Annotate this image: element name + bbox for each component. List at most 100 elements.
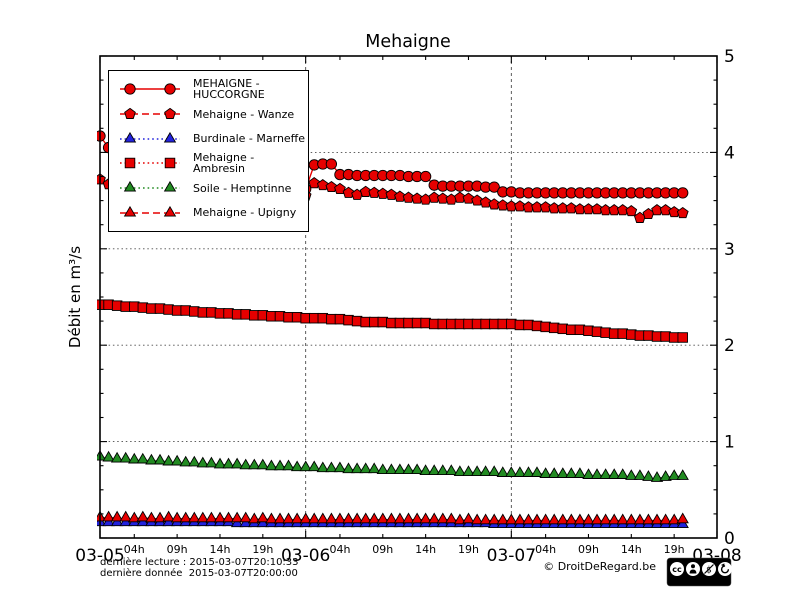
series-mehaigne-ambresin [97, 299, 688, 343]
triangle-marker [123, 180, 137, 192]
x-hour-tick-label: 19h [252, 543, 273, 556]
circle-marker [124, 83, 136, 95]
pentagon-marker [436, 192, 449, 204]
series-mehaigne-upigny [97, 510, 689, 525]
pentagon-marker [668, 206, 681, 218]
square-marker [124, 158, 136, 169]
triangle-marker [599, 513, 612, 525]
triangle-marker [273, 459, 287, 471]
triangle-marker [453, 465, 467, 477]
x-hour-tick-label: 19h [664, 543, 685, 556]
pentagon-marker [471, 194, 483, 206]
triangle-marker [650, 471, 664, 482]
triangle-marker [608, 468, 621, 479]
circle-marker [419, 170, 432, 183]
pentagon-marker [342, 186, 355, 198]
triangle-marker [325, 512, 338, 524]
triangle-marker [633, 469, 647, 480]
triangle-marker [659, 470, 672, 481]
triangle-marker [505, 513, 518, 525]
triangle-marker [350, 462, 364, 474]
triangle-marker [342, 512, 355, 524]
triangle-marker [290, 512, 304, 524]
pentagon-marker [334, 182, 346, 195]
square-marker [677, 332, 688, 343]
triangle-marker [205, 511, 218, 523]
triangle-marker [453, 513, 467, 525]
circle-marker [325, 158, 338, 170]
legend-label: Mehaigne - Upigny [193, 206, 297, 220]
triangle-marker [530, 513, 544, 525]
pentagon-marker [454, 191, 466, 203]
triangle-marker [633, 513, 647, 525]
triangle-marker [470, 513, 484, 525]
triangle-marker [659, 513, 672, 525]
legend-label: Burdinale - Marneffe [193, 132, 306, 146]
y-tick-label: 2 [724, 336, 735, 356]
triangle-marker [368, 512, 381, 524]
triangle-marker [402, 463, 415, 475]
series-burdinale-marneffe [97, 515, 689, 529]
pentagon-marker [462, 192, 475, 204]
triangle-marker [565, 467, 578, 478]
triangle-marker [239, 458, 252, 470]
triangle-marker [582, 513, 595, 525]
x-hour-tick-label: 19h [458, 543, 479, 556]
triangle-marker [642, 470, 655, 481]
triangle-marker [136, 510, 150, 522]
pentagon-marker [539, 201, 552, 213]
legend: MEHAIGNE - HUCCORGNE Mehaigne - Wanze Burd… [108, 70, 309, 232]
legend-marker-sample [120, 83, 180, 95]
legend-item: Mehaigne - Upigny [118, 200, 308, 225]
triangle-marker [205, 456, 218, 468]
pentagon-marker [359, 185, 372, 197]
series-soile-hemptinne [97, 449, 689, 482]
pentagon-marker [394, 190, 406, 202]
circle-marker [164, 83, 176, 95]
triangle-marker [333, 512, 347, 524]
triangle-marker [188, 455, 201, 467]
y-tick-label: 0 [724, 529, 735, 549]
y-tick-label: 5 [724, 47, 735, 67]
triangle-marker [419, 464, 432, 476]
triangle-marker [410, 512, 424, 524]
triangle-marker [616, 468, 629, 479]
legend-item: Burdinale - Marneffe [118, 126, 308, 151]
triangle-marker [436, 464, 449, 476]
triangle-marker [290, 460, 304, 472]
triangle-marker [282, 459, 295, 471]
triangle-marker [539, 467, 552, 478]
triangle-marker [162, 454, 175, 466]
pentagon-marker [659, 204, 672, 216]
triangle-marker [179, 455, 192, 467]
cc-sa-label: SA [721, 580, 729, 586]
triangle-marker [239, 511, 252, 523]
x-hour-tick-label: 14h [209, 543, 230, 556]
legend-marker-sample [120, 180, 180, 192]
triangle-marker [573, 467, 587, 478]
triangle-marker [222, 511, 235, 523]
triangle-marker [505, 466, 518, 477]
cc-by-label: BY [690, 580, 697, 586]
triangle-marker [496, 466, 509, 477]
triangle-marker [359, 512, 372, 524]
triangle-marker [123, 131, 137, 143]
gridlines [100, 56, 717, 538]
triangle-marker [530, 466, 544, 477]
triangle-marker [608, 513, 621, 525]
triangle-marker [565, 513, 578, 525]
triangle-marker [616, 513, 629, 525]
triangle-marker [385, 463, 398, 475]
pentagon-marker [488, 198, 501, 210]
triangle-marker [590, 468, 604, 479]
triangle-marker [625, 513, 638, 525]
triangle-marker [128, 452, 141, 464]
triangle-marker [445, 464, 458, 476]
pentagon-marker [565, 202, 578, 214]
triangle-marker [179, 511, 192, 523]
y-tick-label: 3 [724, 240, 735, 260]
triangle-marker [196, 511, 209, 523]
triangle-marker [393, 512, 407, 524]
triangle-marker [488, 513, 501, 525]
legend-marker-sample [120, 107, 180, 119]
